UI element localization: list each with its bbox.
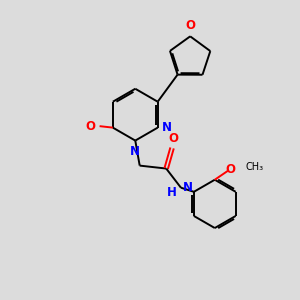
Text: N: N [130, 145, 140, 158]
Text: O: O [225, 163, 235, 176]
Text: CH₃: CH₃ [245, 162, 263, 172]
Text: N: N [182, 181, 192, 194]
Text: O: O [85, 120, 95, 133]
Text: N: N [162, 121, 172, 134]
Text: O: O [169, 132, 178, 145]
Text: H: H [167, 187, 176, 200]
Text: O: O [186, 19, 196, 32]
